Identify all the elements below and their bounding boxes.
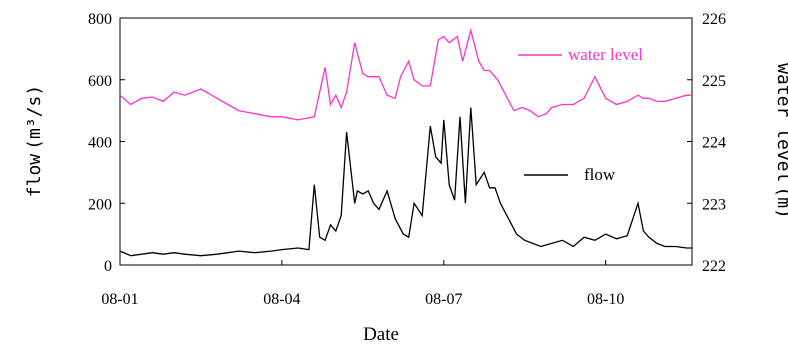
left-axis-title-label: flow bbox=[24, 154, 45, 198]
water-level-series-line bbox=[119, 27, 692, 121]
right-axis-title-label: water level bbox=[773, 63, 788, 182]
left-tick-label: 200 bbox=[88, 196, 112, 213]
x-axis-title: Date bbox=[363, 324, 399, 345]
left-axis-title-unit: m³/s bbox=[24, 96, 45, 139]
left-tick-label: 400 bbox=[88, 135, 112, 152]
right-axis-title: water level(m) bbox=[773, 63, 788, 219]
flow-series-line bbox=[119, 107, 692, 257]
right-tick-label: 224 bbox=[702, 135, 726, 152]
x-tick-label: 08-01 bbox=[101, 291, 138, 308]
right-axis-ticks: 222 223 224 225 226 bbox=[687, 11, 726, 275]
legend-label-flow: flow bbox=[584, 165, 616, 184]
right-tick-label: 225 bbox=[702, 73, 726, 90]
x-tick-label: 08-04 bbox=[263, 291, 300, 308]
left-axis-ticks: 0 200 400 600 800 bbox=[88, 11, 125, 275]
right-tick-label: 222 bbox=[702, 258, 726, 275]
left-tick-label: 600 bbox=[88, 73, 112, 90]
x-axis-ticks: 08-01 08-04 08-07 08-10 bbox=[101, 260, 624, 308]
x-tick-label: 08-10 bbox=[587, 291, 624, 308]
x-tick-label: 08-07 bbox=[425, 291, 462, 308]
legend-label-water-level: water level bbox=[568, 45, 643, 64]
right-tick-label: 223 bbox=[702, 196, 726, 213]
left-axis-title: flow(m³/s) bbox=[24, 85, 45, 197]
left-tick-label: 800 bbox=[88, 11, 112, 28]
left-tick-label: 0 bbox=[104, 258, 112, 275]
right-axis-title-unit: m bbox=[773, 197, 788, 208]
right-tick-label: 226 bbox=[702, 11, 726, 28]
